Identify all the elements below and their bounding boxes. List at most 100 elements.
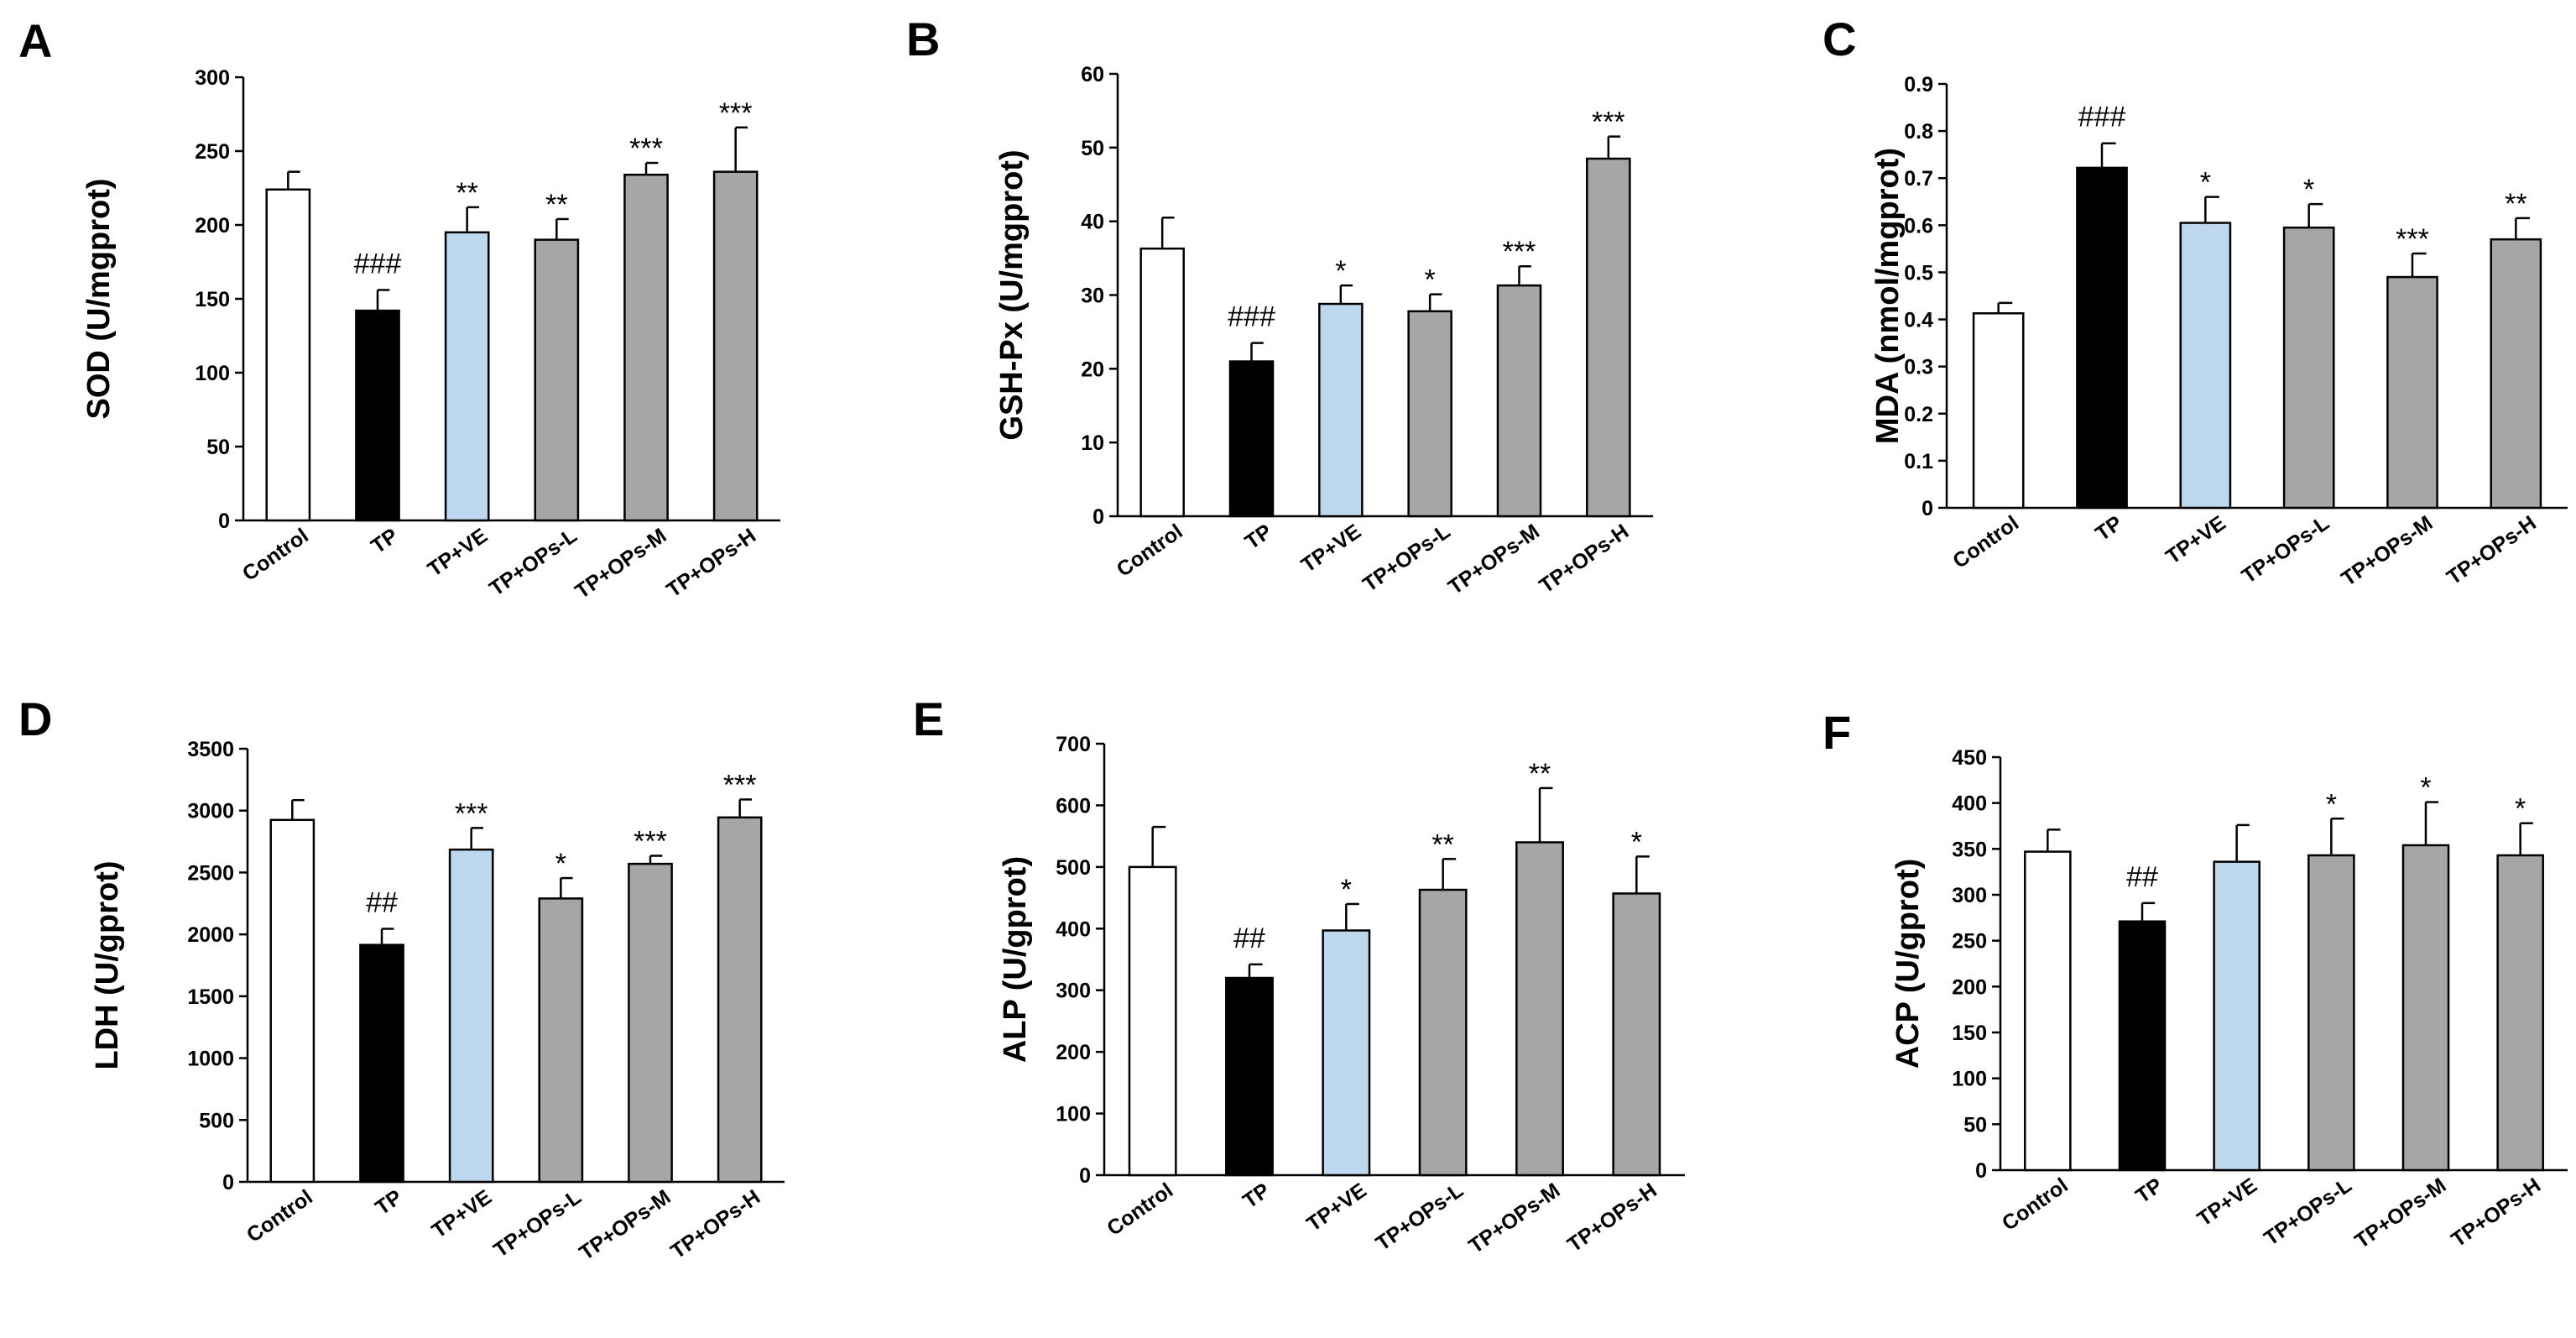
y-tick-label: 0 — [1092, 505, 1104, 529]
bar-control — [2024, 850, 2072, 1172]
y-tick-label: 0 — [1079, 1164, 1091, 1188]
significance-star: *** — [629, 133, 663, 165]
y-tick-label: 600 — [1056, 794, 1091, 818]
significance-hash: ### — [2078, 102, 2126, 133]
panel-letter: C — [1822, 13, 1856, 65]
y-tick-label: 0.8 — [1904, 120, 1933, 144]
y-tick-label: 300 — [1952, 884, 1987, 907]
significance-star: * — [2420, 772, 2431, 804]
significance-star: ** — [2505, 188, 2526, 220]
y-tick-label: 450 — [1952, 746, 1987, 770]
y-tick-label: 50 — [1081, 137, 1104, 160]
y-tick-label: 250 — [195, 140, 230, 164]
bar-tp-ops-m — [1515, 841, 1564, 1177]
bar-tp-ops-m — [1496, 284, 1542, 518]
significance-star: *** — [723, 769, 757, 801]
significance-star: *** — [1503, 236, 1536, 268]
y-tick-label: 150 — [195, 288, 230, 311]
significance-star: ** — [545, 189, 567, 221]
y-tick-label: 200 — [1952, 975, 1987, 999]
y-tick-label: 100 — [1056, 1103, 1091, 1126]
bar-tp-ops-l — [1407, 310, 1452, 518]
bar-tp-ops-l — [2282, 226, 2335, 510]
y-tick-label: 50 — [206, 436, 230, 459]
significance-star: * — [1425, 264, 1436, 296]
y-tick-label: 500 — [1056, 856, 1091, 880]
y-axis-label: MDA (nmol/mgprot) — [1870, 148, 1906, 444]
significance-star: ** — [1431, 828, 1453, 860]
significance-star: * — [555, 848, 566, 880]
y-axis-label: ACP (U/gprot) — [1890, 859, 1926, 1069]
significance-hash: ## — [1233, 922, 1265, 954]
significance-hash: ### — [354, 248, 402, 280]
y-tick-label: 0.3 — [1904, 356, 1933, 379]
bar-tp — [2118, 920, 2167, 1172]
bar-tp — [359, 943, 404, 1184]
significance-star: * — [1341, 874, 1352, 906]
significance-star: *** — [719, 97, 753, 129]
y-tick-label: 0.7 — [1904, 167, 1933, 191]
y-tick-label: 0.6 — [1904, 214, 1933, 238]
significance-star: * — [2200, 167, 2211, 199]
y-tick-label: 150 — [1952, 1022, 1987, 1045]
bar-tp-ops-h — [717, 816, 763, 1184]
bar-tp — [1228, 360, 1275, 518]
bar-tp-ops-m — [2386, 275, 2438, 510]
y-tick-label: 2000 — [187, 923, 234, 947]
panel-letter: A — [18, 14, 52, 67]
bar-tp-ops-m — [628, 862, 673, 1184]
significance-hash: ## — [2126, 861, 2158, 893]
y-tick-label: 250 — [1952, 930, 1987, 954]
bar-tp-ops-h — [1586, 157, 1631, 518]
y-tick-label: 500 — [199, 1109, 234, 1132]
bar-tp — [355, 309, 400, 522]
category-label: TP+OPs-M — [2350, 1173, 2450, 1253]
y-tick-label: 3000 — [187, 800, 234, 823]
significance-star: * — [2515, 793, 2526, 825]
y-tick-label: 0.2 — [1904, 403, 1933, 426]
y-tick-label: 100 — [1952, 1068, 1987, 1091]
bar-tp-ops-l — [1418, 888, 1468, 1177]
significance-star: *** — [455, 797, 488, 829]
y-tick-label: 0.4 — [1904, 309, 1933, 332]
significance-hash: ### — [1228, 301, 1275, 333]
y-tick-label: 40 — [1081, 211, 1104, 234]
y-tick-label: 300 — [1056, 980, 1091, 1003]
category-label: TP+OPs-L — [2260, 1173, 2355, 1251]
y-tick-label: 350 — [1952, 838, 1987, 861]
significance-hash: ## — [366, 887, 398, 919]
bar-tp-ops-h — [2490, 238, 2542, 510]
y-axis-label: ALP (U/gprot) — [998, 856, 1033, 1063]
y-tick-label: 0 — [222, 1171, 234, 1194]
y-tick-label: 10 — [1081, 431, 1104, 455]
significance-star: * — [1631, 826, 1642, 858]
bar-control — [1972, 312, 2025, 510]
y-tick-label: 200 — [1056, 1041, 1091, 1064]
bar-tp-ops-h — [712, 170, 759, 522]
y-axis-label: LDH (U/gprot) — [90, 860, 125, 1069]
y-tick-label: 1000 — [187, 1048, 234, 1071]
y-tick-label: 0 — [1922, 497, 1933, 520]
y-axis-label: GSH-Px (U/mgprot) — [994, 149, 1030, 440]
significance-star: * — [1335, 255, 1346, 287]
y-tick-label: 0.1 — [1904, 450, 1933, 473]
significance-star: * — [2326, 788, 2337, 820]
y-tick-label: 0 — [1975, 1159, 1987, 1183]
category-label: TP+VE — [2193, 1173, 2262, 1231]
significance-star: * — [2303, 174, 2314, 206]
y-tick-label: 20 — [1081, 358, 1104, 381]
y-tick-label: 2500 — [187, 861, 234, 885]
category-label: TP+OPs-H — [2447, 1173, 2545, 1252]
bar-control — [1128, 865, 1177, 1177]
y-tick-label: 100 — [195, 362, 230, 385]
significance-star: ** — [1529, 758, 1551, 790]
y-axis-label: SOD (U/mgprot) — [81, 178, 117, 419]
y-tick-label: 0 — [218, 510, 230, 533]
